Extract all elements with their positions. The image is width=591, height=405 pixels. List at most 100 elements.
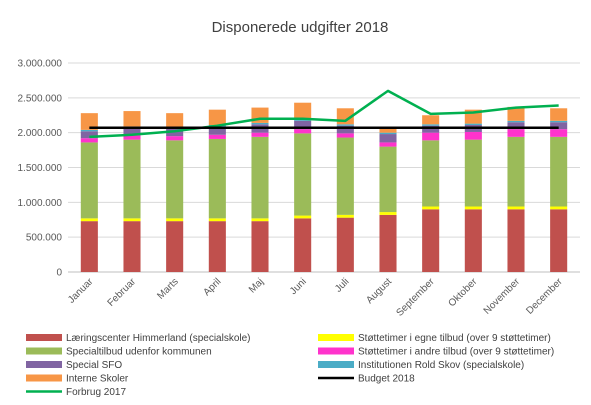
legend-swatch [26, 347, 62, 355]
bar-segment [294, 133, 312, 216]
y-tick-label: 1.000.000 [18, 198, 63, 209]
bar-segment [336, 217, 354, 272]
bar-segment [379, 212, 397, 215]
bar-segment [422, 124, 440, 126]
bar-segment [80, 138, 98, 143]
bar-segment [166, 218, 184, 222]
x-tick-label: December [524, 276, 565, 317]
bar-segment [379, 127, 397, 133]
x-tick-label: Juli [333, 276, 351, 294]
legend-swatch [26, 361, 62, 368]
bar-segment [550, 108, 568, 121]
bar-segment [208, 134, 226, 139]
bar-segment [464, 123, 482, 126]
bar-segment [550, 209, 568, 272]
bar-segment [550, 136, 568, 207]
bar-segment [464, 139, 482, 207]
bar-segment [464, 131, 482, 140]
bar-segment [507, 136, 525, 207]
bar-segment [422, 206, 440, 210]
bar-segment [251, 221, 269, 272]
bar-segment [251, 122, 269, 125]
legend-label: Forbrug 2017 [66, 387, 126, 398]
x-tick-label: Januar [66, 276, 96, 306]
legend-label: Støttetimer i andre tilbud (over 9 støtt… [358, 347, 554, 358]
y-tick-label: 2.500.000 [18, 93, 63, 104]
bar-segment [80, 113, 98, 130]
bar-segment [379, 146, 397, 213]
chart-title: Disponerede udgifter 2018 [212, 19, 389, 36]
x-tick-label: Maj [247, 276, 266, 295]
bar-segment [294, 102, 312, 120]
legend-label: Læringscenter Himmerland (specialskole) [66, 333, 251, 344]
bar-segment [208, 126, 226, 135]
bar-segment [294, 218, 312, 272]
bar-segment [80, 218, 98, 222]
bar-segment [550, 206, 568, 210]
bar-segment [123, 135, 141, 140]
bar-segment [123, 139, 141, 219]
bar-segment [166, 140, 184, 219]
series-line [89, 89, 559, 139]
grid-layer [68, 62, 580, 273]
bar-segment [379, 142, 397, 147]
y-tick-label: 500.000 [26, 233, 63, 244]
legend-label: Institutionen Rold Skov (specialskole) [358, 360, 524, 371]
bar-segment [294, 120, 312, 130]
bar-segment [507, 129, 525, 137]
bar-segment [294, 119, 312, 121]
legend-label: Støttetimer i egne tilbud (over 9 støtte… [358, 333, 551, 344]
bar-segment [336, 125, 354, 134]
bar-segment [379, 214, 397, 272]
bar-segment [550, 129, 568, 137]
bar-segment [208, 109, 226, 126]
bar-segment [550, 122, 568, 130]
x-tick-label: November [482, 276, 523, 317]
bar-segment [507, 106, 525, 121]
bar-segment [208, 221, 226, 272]
x-tick-label: Marts [155, 276, 180, 301]
y-tick-label: 3.000.000 [18, 59, 63, 70]
legend-label: Interne Skoler [66, 374, 129, 385]
legend-label: Specialtilbud udenfor kommunen [66, 347, 212, 358]
bar-segment [507, 206, 525, 210]
bar-segment [336, 137, 354, 215]
legend-swatch [318, 334, 354, 341]
bar-segment [336, 214, 354, 218]
x-tick-label: August [364, 276, 394, 306]
bar-segment [80, 142, 98, 219]
legend-label: Budget 2018 [358, 374, 415, 385]
bars-layer [80, 102, 568, 272]
bar-segment [379, 132, 397, 135]
bar-segment [464, 209, 482, 272]
bar-segment [422, 125, 440, 133]
bar-segment [422, 132, 440, 141]
y-tick-label: 1.500.000 [18, 163, 63, 174]
bar-segment [294, 215, 312, 219]
y-tick-label: 2.000.000 [18, 128, 63, 139]
bar-segment [123, 111, 141, 127]
bar-segment [294, 129, 312, 134]
bar-segment [251, 136, 269, 219]
bar-segment [123, 221, 141, 272]
bar-segment [507, 122, 525, 130]
bar-segment [80, 221, 98, 272]
bar-segment [336, 124, 354, 126]
bar-segment [166, 221, 184, 272]
bar-segment [251, 132, 269, 137]
lines-layer [89, 89, 559, 139]
legend-label: Special SFO [66, 360, 122, 371]
bar-segment [166, 113, 184, 128]
bar-segment [80, 131, 98, 139]
bar-segment [208, 218, 226, 222]
bar-segment [507, 209, 525, 272]
bar-segment [464, 206, 482, 210]
bar-segment [336, 133, 354, 138]
bar-segment [123, 127, 141, 136]
x-tick-label: Juni [288, 276, 309, 297]
bar-segment [251, 218, 269, 222]
bar-segment [80, 129, 98, 132]
y-tick-label: 0 [56, 268, 62, 279]
